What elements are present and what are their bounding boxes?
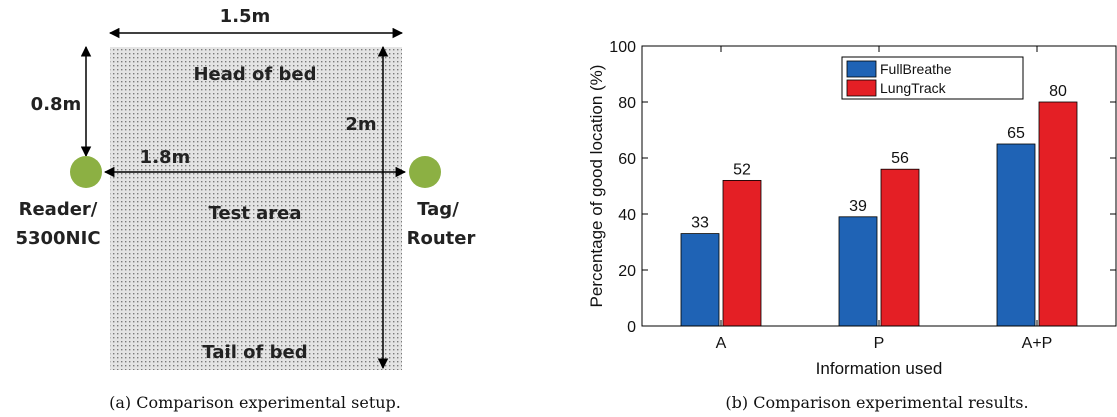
y-axis: 0 20 40 60 80 100 <box>609 39 1116 336</box>
results-chart: 0 20 40 60 80 100 33 52 39 56 65 80 A P A+P FullBrea… <box>587 39 1117 412</box>
test-area <box>110 47 402 370</box>
tag-label-line2: Router <box>407 228 476 249</box>
reader-label-line1: Reader/ <box>19 199 98 220</box>
x-tick-label: P <box>874 335 885 352</box>
bar-fullbreathe-p <box>838 216 878 327</box>
test-area-label: Test area <box>208 203 301 224</box>
y-tick-label: 0 <box>627 319 636 336</box>
reader-offset-label: 0.8m <box>31 94 82 115</box>
y-tick-label: 60 <box>618 151 636 168</box>
y-tick-label: 20 <box>618 263 636 280</box>
x-tick-label: A <box>716 335 727 352</box>
head-of-bed-label: Head of bed <box>193 64 316 85</box>
bar-value-label: 33 <box>691 215 709 232</box>
y-tick-label: 100 <box>609 39 636 56</box>
bar-value-label: 56 <box>891 150 909 167</box>
legend-swatch-fullbreathe <box>846 60 877 78</box>
bar-lungtrack-a <box>722 179 762 327</box>
legend-label-fullbreathe: FullBreathe <box>880 61 952 77</box>
bar-value-labels: 33 52 39 56 65 80 <box>691 83 1067 232</box>
legend: FullBreathe LungTrack <box>841 56 1024 100</box>
tag-node <box>409 156 441 188</box>
bar-value-label: 80 <box>1049 83 1067 100</box>
bar-lungtrack-p <box>880 168 920 327</box>
bar-fullbreathe-a <box>680 233 720 327</box>
legend-label-lungtrack: LungTrack <box>880 80 947 96</box>
results-caption: (b) Comparison experimental results. <box>725 393 1028 412</box>
setup-caption: (a) Comparison experimental setup. <box>109 393 401 412</box>
bar-value-label: 65 <box>1007 125 1025 142</box>
setup-diagram: 1.5m Head of bed Tail of bed 0.8m 2m 1.8… <box>15 6 475 412</box>
x-axis-title: Information used <box>816 359 943 378</box>
reader-tag-distance-label: 1.8m <box>140 147 191 168</box>
reader-label-line2: 5300NIC <box>15 228 100 249</box>
tag-label-line1: Tag/ <box>417 199 459 220</box>
plot-frame <box>641 45 1117 327</box>
x-tick-label: A+P <box>1022 335 1053 352</box>
x-axis: A P A+P <box>716 46 1053 352</box>
height-label: 2m <box>345 114 376 135</box>
bar-value-label: 52 <box>733 161 751 178</box>
y-axis-title: Percentage of good location (%) <box>587 65 606 308</box>
y-tick-label: 40 <box>618 207 636 224</box>
bar-value-label: 39 <box>849 198 867 215</box>
reader-node <box>70 156 102 188</box>
width-label: 1.5m <box>220 6 271 27</box>
legend-swatch-lungtrack <box>846 79 877 97</box>
bars <box>680 101 1078 327</box>
bar-lungtrack-a-p <box>1038 101 1078 327</box>
tail-of-bed-label: Tail of bed <box>202 342 307 363</box>
bar-fullbreathe-a-p <box>996 143 1036 327</box>
y-tick-label: 80 <box>618 95 636 112</box>
